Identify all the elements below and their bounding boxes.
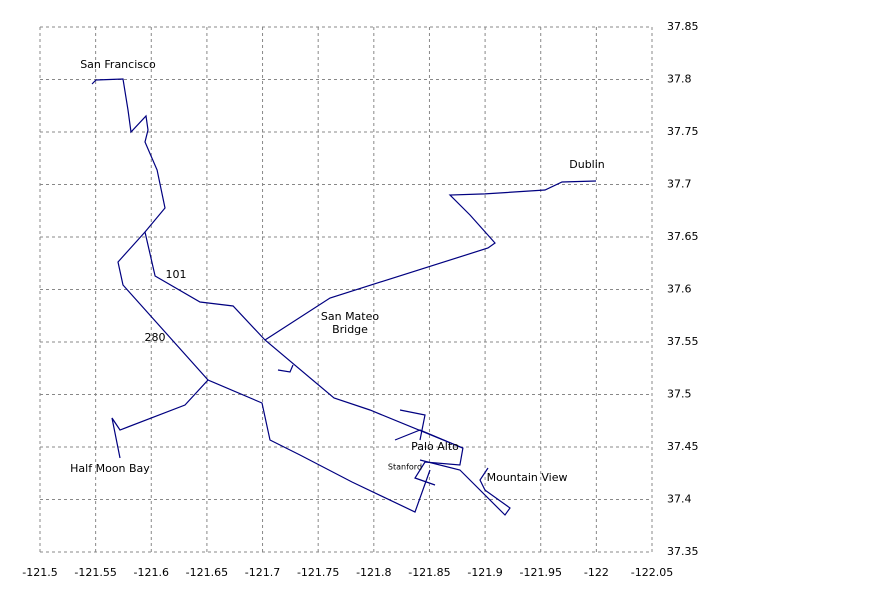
y-tick-label: 37.5 [667, 388, 692, 401]
y-tick-label: 37.35 [667, 545, 699, 558]
annotation: San Francisco [80, 58, 156, 71]
annotation: Bridge [332, 323, 368, 336]
y-tick-label: 37.55 [667, 335, 699, 348]
x-tick-label: -121.55 [74, 566, 116, 579]
x-tick-label: -122.05 [631, 566, 673, 579]
track [419, 459, 511, 516]
y-tick-label: 37.6 [667, 283, 692, 296]
annotation: Mountain View [487, 471, 568, 484]
track [264, 180, 597, 341]
x-tick-label: -122 [584, 566, 609, 579]
x-tick-label: -121.75 [297, 566, 339, 579]
y-tick-label: 37.75 [667, 125, 699, 138]
x-tick-label: -121.6 [134, 566, 169, 579]
annotation: 280 [145, 331, 166, 344]
annotation: Palo Alto [411, 440, 459, 453]
y-tick-label: 37.8 [667, 73, 692, 86]
x-tick-label: -121.7 [245, 566, 280, 579]
annotation: Half Moon Bay [70, 462, 150, 475]
x-tick-label: -121.9 [467, 566, 502, 579]
y-tick-label: 37.85 [667, 20, 699, 33]
x-tick-label: -121.8 [356, 566, 391, 579]
annotation: Dublin [569, 158, 605, 171]
y-tick-label: 37.4 [667, 493, 692, 506]
x-tick-label: -121.95 [519, 566, 561, 579]
x-tick-label: -121.5 [22, 566, 57, 579]
y-tick-label: 37.65 [667, 230, 699, 243]
track [91, 78, 464, 449]
track [111, 231, 209, 459]
annotation: 101 [165, 268, 186, 281]
x-tick-label: -121.85 [408, 566, 450, 579]
track [207, 379, 431, 513]
track [399, 409, 426, 441]
x-tick-label: -121.65 [186, 566, 228, 579]
annotation: San Mateo [321, 310, 380, 323]
track [277, 364, 294, 373]
y-tick-label: 37.7 [667, 178, 692, 191]
y-tick-label: 37.45 [667, 440, 699, 453]
track [394, 429, 464, 486]
annotation: Stanford [388, 462, 422, 471]
